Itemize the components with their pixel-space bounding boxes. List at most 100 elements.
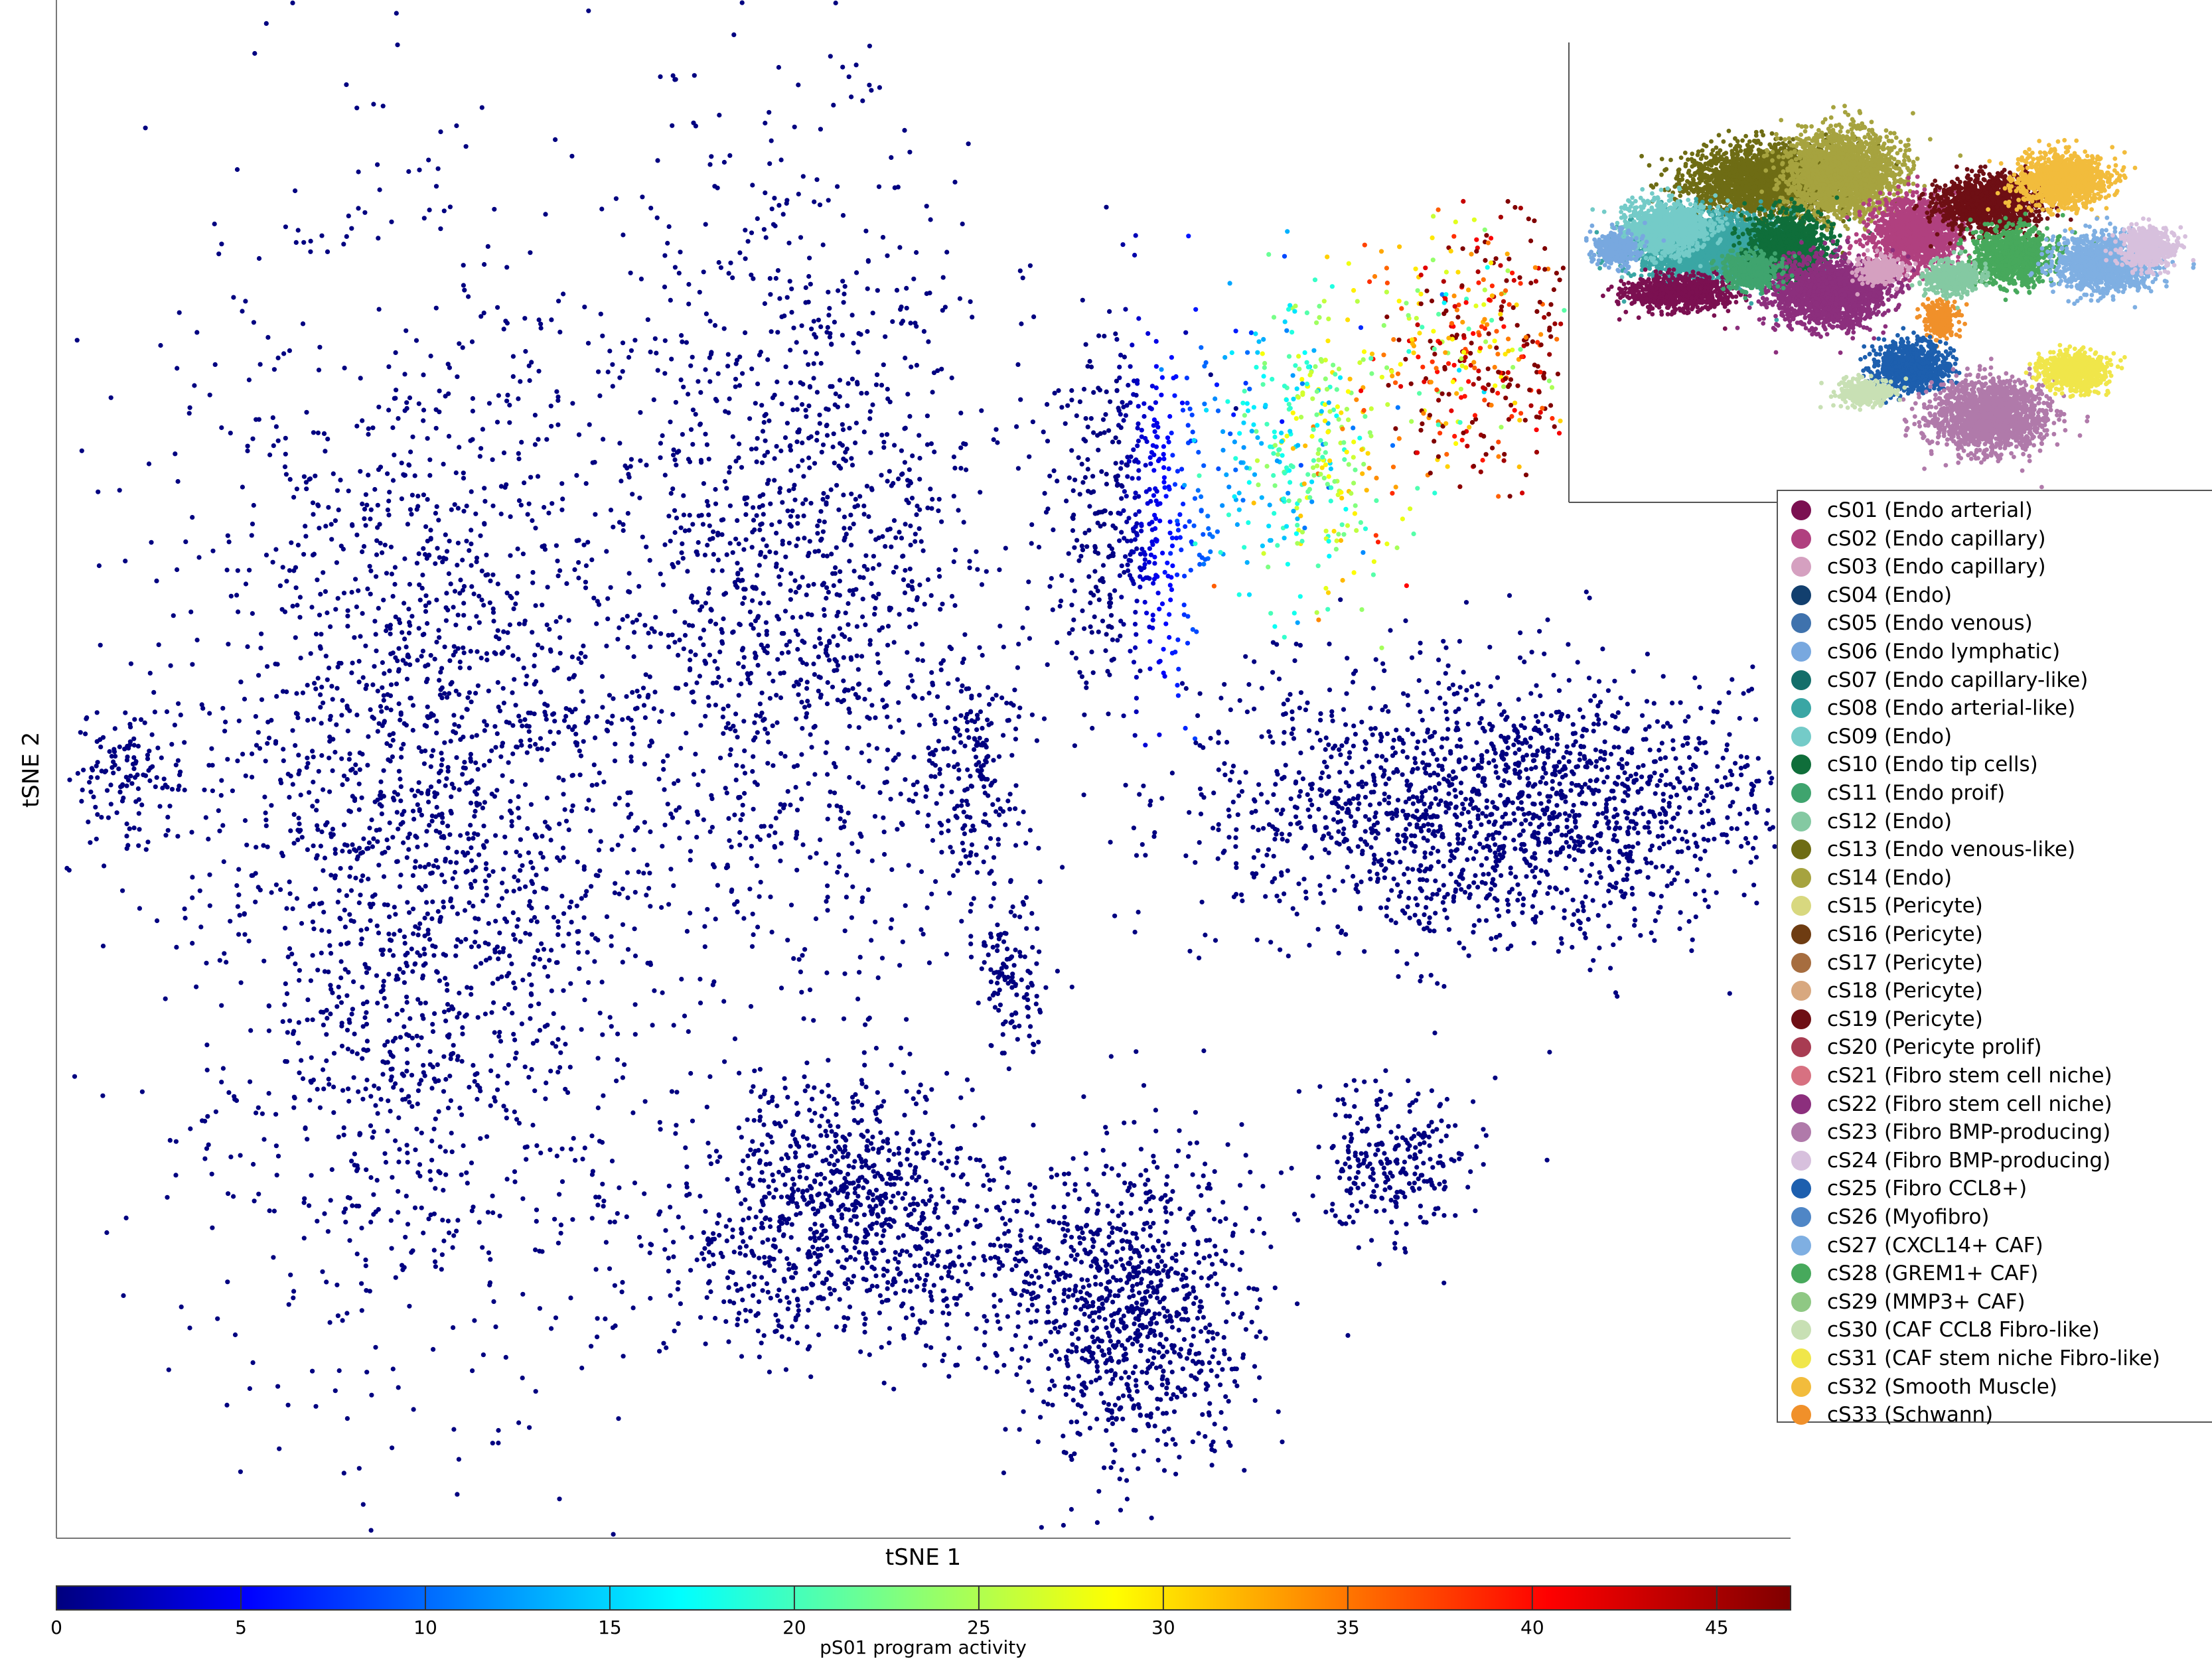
scatter-point — [703, 714, 707, 719]
scatter-point — [322, 431, 327, 436]
scatter-point — [344, 1311, 349, 1315]
scatter-point — [469, 584, 474, 589]
scatter-point — [538, 957, 542, 962]
scatter-point — [256, 1106, 261, 1110]
scatter-point — [356, 1204, 361, 1208]
scatter-point — [384, 1160, 388, 1165]
scatter-point — [319, 1009, 323, 1014]
scatter-point — [454, 470, 459, 475]
scatter-point — [532, 955, 537, 960]
scatter-point — [836, 464, 841, 469]
scatter-point — [780, 651, 784, 656]
scatter-point — [497, 950, 502, 954]
scatter-point — [478, 534, 482, 538]
scatter-point — [908, 567, 913, 571]
scatter-point — [405, 1047, 409, 1052]
scatter-point — [396, 827, 400, 831]
scatter-point — [522, 717, 527, 722]
scatter-point — [359, 928, 364, 932]
scatter-point — [730, 275, 735, 280]
scatter-point — [438, 1145, 443, 1149]
scatter-point — [431, 1064, 435, 1069]
scatter-point — [480, 1245, 484, 1250]
scatter-point — [630, 725, 635, 730]
scatter-point — [856, 780, 861, 785]
scatter-point — [560, 1179, 565, 1184]
scatter-point — [742, 749, 747, 753]
scatter-point — [601, 780, 606, 784]
scatter-point — [379, 1097, 384, 1102]
scatter-point — [881, 445, 886, 450]
scatter-point — [391, 953, 396, 958]
scatter-point — [635, 826, 640, 830]
scatter-point — [765, 761, 770, 766]
scatter-point — [373, 800, 378, 804]
scatter-point — [516, 878, 520, 883]
scatter-point — [188, 405, 192, 410]
scatter-point — [479, 656, 484, 660]
scatter-point — [855, 624, 859, 629]
scatter-point — [1016, 466, 1021, 470]
scatter-point — [170, 787, 175, 792]
scatter-point — [701, 269, 706, 274]
scatter-point — [605, 616, 610, 621]
scatter-point — [396, 416, 400, 421]
scatter-point — [340, 1088, 345, 1093]
scatter-point — [486, 1250, 491, 1255]
scatter-point — [311, 512, 315, 517]
scatter-point — [501, 946, 506, 951]
scatter-point — [882, 830, 887, 834]
scatter-point — [526, 1075, 531, 1080]
scatter-point — [288, 477, 293, 482]
scatter-point — [375, 839, 380, 844]
scatter-point — [528, 744, 532, 749]
scatter-point — [597, 770, 602, 775]
scatter-point — [811, 662, 816, 666]
scatter-point — [432, 790, 437, 795]
scatter-point — [364, 1010, 368, 1015]
scatter-point — [723, 409, 727, 413]
scatter-point — [498, 1039, 503, 1044]
scatter-point — [633, 1002, 638, 1007]
scatter-point — [389, 545, 394, 549]
scatter-point — [967, 559, 972, 563]
scatter-point — [314, 856, 319, 861]
scatter-point — [376, 503, 380, 508]
scatter-point — [399, 747, 404, 751]
scatter-point — [540, 646, 544, 650]
scatter-point — [609, 508, 613, 512]
scatter-point — [552, 668, 556, 672]
scatter-point — [579, 896, 584, 901]
scatter-point — [234, 593, 239, 597]
scatter-point — [413, 865, 417, 870]
scatter-point — [361, 1502, 366, 1507]
scatter-point — [544, 713, 548, 717]
scatter-point — [501, 1104, 506, 1108]
scatter-point — [891, 758, 896, 762]
scatter-point — [440, 820, 445, 825]
scatter-point — [321, 868, 325, 873]
scatter-point — [385, 692, 390, 697]
scatter-point — [382, 979, 386, 983]
scatter-point — [833, 571, 838, 576]
scatter-point — [536, 437, 540, 442]
scatter-point — [376, 689, 380, 693]
scatter-point — [663, 338, 668, 343]
scatter-point — [749, 447, 754, 451]
scatter-point — [600, 1033, 605, 1037]
scatter-point — [312, 681, 317, 685]
scatter-point — [889, 917, 894, 922]
scatter-point — [533, 526, 538, 530]
scatter-point — [238, 1469, 243, 1474]
scatter-point — [299, 1058, 303, 1062]
scatter-point — [607, 693, 612, 697]
scatter-point — [461, 476, 466, 480]
scatter-point — [278, 778, 283, 782]
scatter-point — [287, 946, 292, 951]
scatter-point — [445, 695, 449, 699]
scatter-point — [423, 843, 428, 847]
scatter-point — [841, 492, 846, 497]
scatter-point — [778, 695, 783, 700]
scatter-point — [475, 555, 479, 560]
scatter-point — [883, 334, 887, 339]
